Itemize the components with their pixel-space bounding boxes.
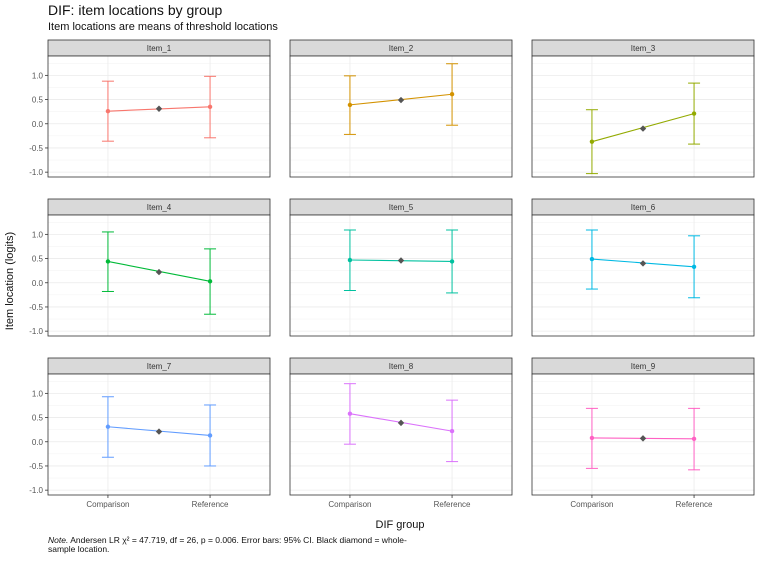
data-point xyxy=(347,257,353,263)
data-point xyxy=(449,92,455,97)
x-tick-label: Reference xyxy=(434,500,471,509)
y-tick-label: 0.0 xyxy=(32,279,44,288)
y-tick-label: -1.0 xyxy=(29,168,43,177)
y-tick-label: 0.5 xyxy=(32,96,44,105)
data-point xyxy=(449,428,455,434)
data-point xyxy=(691,111,697,116)
panel-background xyxy=(532,215,754,336)
data-point xyxy=(691,264,697,269)
facet-strip-label: Item_2 xyxy=(389,44,414,53)
facet-strip-label: Item_6 xyxy=(631,203,656,212)
facet-panel-2: Item_2 xyxy=(289,39,513,178)
x-axis-title: DIF group xyxy=(376,519,425,531)
facet-panel-3: Item_3 xyxy=(531,39,755,178)
panel-background xyxy=(532,374,754,495)
panel-background xyxy=(290,215,512,336)
data-point xyxy=(207,279,213,284)
note-text: Andersen LR χ² = 47.719, df = 26, p = 0.… xyxy=(48,535,407,554)
data-point xyxy=(589,435,595,441)
facet-strip-label: Item_7 xyxy=(147,362,172,371)
panel-border xyxy=(47,373,271,496)
overall-diamond-marker xyxy=(155,105,163,112)
panel-border xyxy=(47,214,271,337)
panel-border xyxy=(289,214,513,337)
panel-border xyxy=(289,373,513,496)
facet-panel-4: Item_4 -1.0 -0.5 0.0 0.5 1.0 xyxy=(29,198,271,337)
overall-diamond-marker xyxy=(639,125,647,132)
y-tick-label: 0.0 xyxy=(32,438,44,447)
overall-diamond-marker xyxy=(639,260,647,267)
chart-note: Note. Andersen LR χ² = 47.719, df = 26, … xyxy=(48,536,428,554)
data-point xyxy=(105,108,111,114)
x-tick-label: Reference xyxy=(676,500,713,509)
data-point xyxy=(347,411,353,416)
data-point xyxy=(105,424,111,429)
x-tick-label: Comparison xyxy=(570,500,613,509)
data-point xyxy=(589,256,595,262)
overall-diamond-marker xyxy=(155,268,163,276)
panel-border xyxy=(47,55,271,178)
facet-strip-label: Item_4 xyxy=(147,203,172,212)
y-tick-label: 0.5 xyxy=(32,255,44,264)
overall-diamond-marker xyxy=(639,435,647,442)
facet-panel-6: Item_6 xyxy=(531,198,755,337)
x-tick-label: Comparison xyxy=(328,500,371,509)
x-tick-label: Reference xyxy=(192,500,229,509)
data-point xyxy=(347,102,353,108)
y-tick-label: -0.5 xyxy=(29,144,43,153)
facet-panel-1: Item_1 -1.0 -0.5 0.0 0.5 1.0 xyxy=(29,39,271,178)
facet-strip-label: Item_1 xyxy=(147,44,172,53)
facet-strip-label: Item_5 xyxy=(389,203,414,212)
overall-diamond-marker xyxy=(397,257,405,264)
facet-strip-label: Item_9 xyxy=(631,362,656,371)
panel-background xyxy=(48,215,270,336)
facet-panel-5: Item_5 xyxy=(289,198,513,337)
y-tick-label: -0.5 xyxy=(29,303,43,312)
data-point xyxy=(449,259,455,264)
y-tick-label: 1.0 xyxy=(32,230,44,239)
x-tick-label: Comparison xyxy=(86,500,129,509)
chart-subtitle: Item locations are means of threshold lo… xyxy=(48,21,278,33)
y-tick-label: 1.0 xyxy=(32,71,44,80)
overall-diamond-marker xyxy=(155,428,163,435)
chart-title: DIF: item locations by group xyxy=(48,2,223,18)
data-point xyxy=(207,104,213,110)
facet-strip-label: Item_8 xyxy=(389,362,414,371)
facet-panel-7: Item_7 -1.0 -0.5 0.0 0.5 1.0 Comparison Referen… xyxy=(29,357,271,509)
panel-background xyxy=(532,56,754,177)
y-tick-label: 1.0 xyxy=(32,389,44,398)
y-tick-label: -1.0 xyxy=(29,486,43,495)
data-point xyxy=(105,259,111,264)
y-tick-label: 0.0 xyxy=(32,120,44,129)
facet-panel-9: Item_9 Comparison Reference xyxy=(531,357,755,509)
overall-diamond-marker xyxy=(397,419,405,427)
panel-background xyxy=(290,56,512,177)
panel-background xyxy=(48,56,270,177)
facet-panel-8: Item_8 Comparison Reference xyxy=(289,357,513,509)
data-point xyxy=(589,139,595,144)
y-tick-label: 0.5 xyxy=(32,414,44,423)
y-axis-title: Item location (logits) xyxy=(4,232,16,330)
panel-border xyxy=(531,373,755,496)
y-tick-label: -0.5 xyxy=(29,462,43,471)
panel-border xyxy=(531,214,755,337)
note-label: Note. xyxy=(48,535,69,545)
data-point xyxy=(691,436,697,442)
overall-diamond-marker xyxy=(397,96,405,104)
panel-background xyxy=(290,374,512,495)
y-tick-label: -1.0 xyxy=(29,327,43,336)
data-point xyxy=(207,433,213,438)
panel-border xyxy=(531,55,755,178)
facet-strip-label: Item_3 xyxy=(631,44,656,53)
panel-border xyxy=(289,55,513,178)
